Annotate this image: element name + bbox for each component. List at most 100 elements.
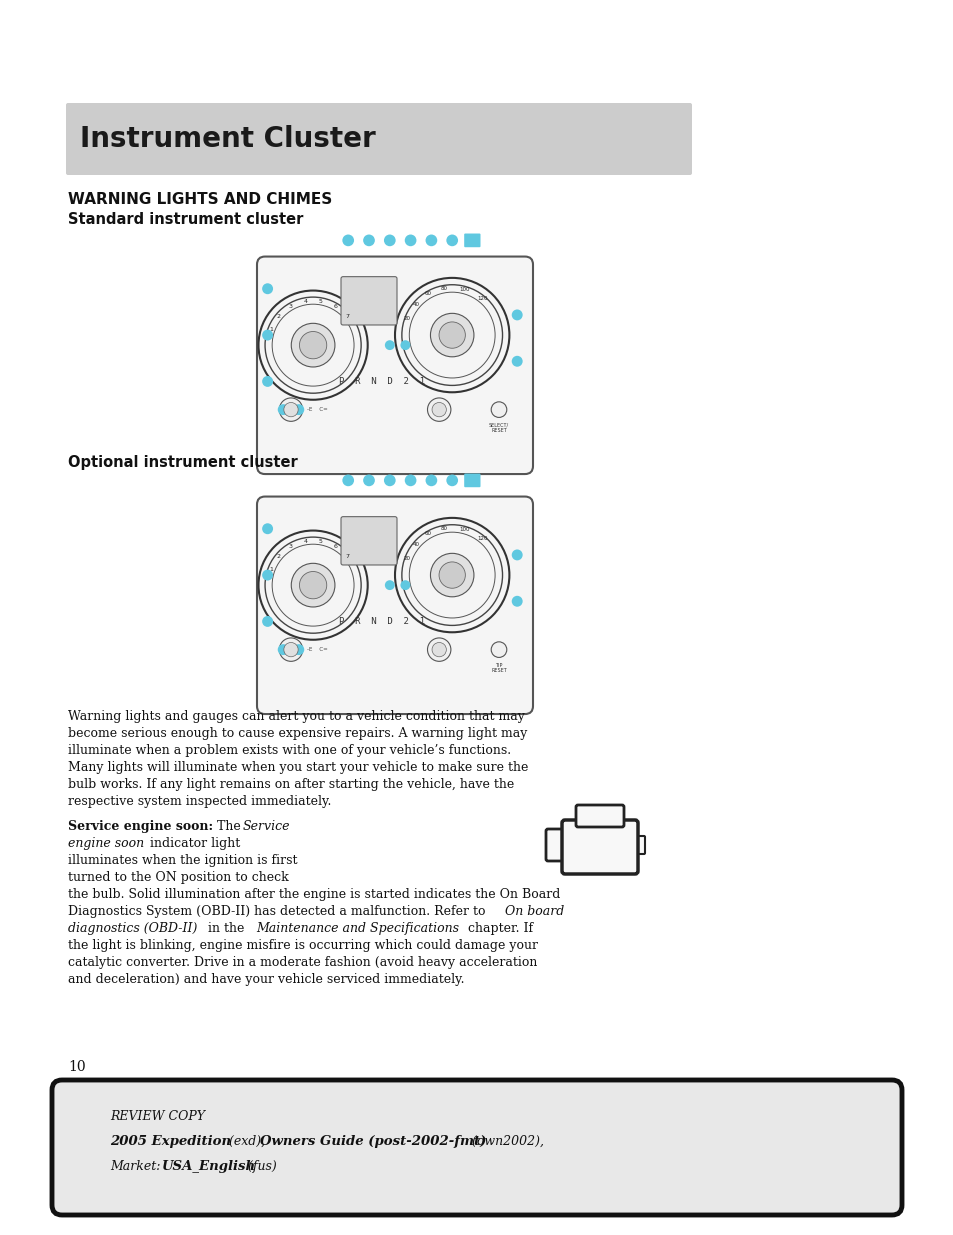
Text: 5: 5: [318, 299, 322, 304]
Circle shape: [277, 645, 289, 655]
Circle shape: [342, 235, 354, 246]
Circle shape: [262, 375, 273, 387]
Circle shape: [363, 474, 375, 487]
Text: USA_English: USA_English: [162, 1160, 255, 1173]
Text: 20: 20: [404, 316, 411, 321]
Text: SELECT/
RESET: SELECT/ RESET: [489, 422, 509, 433]
Text: On board: On board: [504, 905, 563, 918]
Text: 4: 4: [303, 299, 307, 304]
Text: illuminates when the ignition is first: illuminates when the ignition is first: [68, 853, 297, 867]
Text: catalytic converter. Drive in a moderate fashion (avoid heavy acceleration: catalytic converter. Drive in a moderate…: [68, 956, 537, 969]
Text: 2: 2: [276, 314, 280, 319]
Text: Owners Guide (post-2002-fmt): Owners Guide (post-2002-fmt): [260, 1135, 486, 1149]
Circle shape: [262, 330, 273, 341]
Text: Market:: Market:: [110, 1160, 169, 1173]
Circle shape: [491, 401, 506, 417]
Circle shape: [262, 524, 273, 535]
FancyBboxPatch shape: [464, 473, 480, 488]
Text: Standard instrument cluster: Standard instrument cluster: [68, 212, 303, 227]
Text: and deceleration) and have your vehicle serviced immediately.: and deceleration) and have your vehicle …: [68, 973, 464, 986]
Text: 20: 20: [404, 556, 411, 562]
Text: 6: 6: [334, 304, 337, 309]
Circle shape: [284, 642, 298, 657]
Text: (own2002),: (own2002),: [468, 1135, 543, 1149]
Text: 2: 2: [276, 553, 280, 559]
Text: 100: 100: [458, 526, 469, 532]
Text: 4: 4: [303, 538, 307, 543]
Text: Service engine soon:: Service engine soon:: [68, 820, 213, 832]
FancyBboxPatch shape: [340, 516, 396, 564]
Text: 120: 120: [476, 296, 487, 301]
Text: -E    C=: -E C=: [306, 647, 327, 652]
Text: (fus): (fus): [244, 1160, 276, 1173]
FancyBboxPatch shape: [464, 233, 480, 247]
Circle shape: [404, 474, 416, 487]
Text: 40: 40: [412, 542, 419, 547]
FancyBboxPatch shape: [340, 277, 396, 325]
FancyBboxPatch shape: [633, 836, 644, 853]
Text: Service: Service: [243, 820, 291, 832]
Circle shape: [430, 553, 474, 597]
Text: P  R  N  D  2  1: P R N D 2 1: [338, 618, 424, 626]
Circle shape: [425, 235, 436, 246]
Text: (exd),: (exd),: [225, 1135, 269, 1149]
Circle shape: [438, 562, 465, 588]
Circle shape: [430, 314, 474, 357]
Text: 6: 6: [334, 543, 337, 548]
Circle shape: [262, 616, 273, 627]
Text: illuminate when a problem exists with one of your vehicle’s functions.: illuminate when a problem exists with on…: [68, 743, 511, 757]
Circle shape: [491, 642, 506, 657]
FancyBboxPatch shape: [52, 1079, 901, 1215]
Circle shape: [384, 340, 395, 350]
Circle shape: [427, 638, 451, 661]
Circle shape: [293, 645, 304, 655]
Circle shape: [400, 580, 410, 590]
Text: TIP
RESET: TIP RESET: [491, 663, 506, 673]
Text: 80: 80: [440, 526, 447, 531]
Text: 40: 40: [412, 303, 419, 308]
Circle shape: [279, 398, 302, 421]
Text: Diagnostics System (OBD-II) has detected a malfunction. Refer to: Diagnostics System (OBD-II) has detected…: [68, 905, 489, 918]
Circle shape: [342, 474, 354, 487]
Text: 2005 Expedition: 2005 Expedition: [110, 1135, 231, 1149]
Circle shape: [425, 474, 436, 487]
Text: the bulb. Solid illumination after the engine is started indicates the On Board: the bulb. Solid illumination after the e…: [68, 888, 559, 902]
Text: the light is blinking, engine misfire is occurring which could damage your: the light is blinking, engine misfire is…: [68, 939, 537, 952]
Text: diagnostics (OBD-II): diagnostics (OBD-II): [68, 923, 197, 935]
Circle shape: [284, 403, 298, 416]
Text: Instrument Cluster: Instrument Cluster: [80, 125, 375, 153]
Text: turned to the ON position to check: turned to the ON position to check: [68, 871, 289, 884]
Circle shape: [438, 322, 465, 348]
Circle shape: [446, 235, 457, 246]
Text: 60: 60: [424, 531, 432, 536]
FancyBboxPatch shape: [256, 257, 533, 474]
Text: Many lights will illuminate when you start your vehicle to make sure the: Many lights will illuminate when you sta…: [68, 761, 528, 774]
Text: 7: 7: [345, 553, 349, 559]
Text: 10: 10: [68, 1060, 86, 1074]
Text: 120: 120: [476, 536, 487, 541]
FancyBboxPatch shape: [256, 496, 533, 714]
Text: The: The: [213, 820, 245, 832]
Text: in the: in the: [204, 923, 248, 935]
Text: 5: 5: [318, 538, 322, 543]
Circle shape: [363, 235, 375, 246]
Text: 1: 1: [269, 327, 273, 332]
Circle shape: [277, 404, 289, 415]
Circle shape: [384, 580, 395, 590]
Circle shape: [427, 398, 451, 421]
Text: become serious enough to cause expensive repairs. A warning light may: become serious enough to cause expensive…: [68, 727, 527, 740]
Text: engine soon: engine soon: [68, 837, 144, 850]
Text: bulb works. If any light remains on after starting the vehicle, have the: bulb works. If any light remains on afte…: [68, 778, 514, 790]
FancyBboxPatch shape: [66, 103, 691, 175]
Circle shape: [511, 310, 522, 320]
Circle shape: [432, 642, 446, 657]
Text: 60: 60: [424, 291, 432, 296]
FancyBboxPatch shape: [545, 829, 567, 861]
Text: Optional instrument cluster: Optional instrument cluster: [68, 454, 297, 471]
Text: 3: 3: [289, 543, 293, 548]
Text: -E    C=: -E C=: [306, 408, 327, 412]
Text: respective system inspected immediately.: respective system inspected immediately.: [68, 795, 331, 808]
Circle shape: [293, 404, 304, 415]
Text: Warning lights and gauges can alert you to a vehicle condition that may: Warning lights and gauges can alert you …: [68, 710, 524, 722]
FancyBboxPatch shape: [576, 805, 623, 827]
